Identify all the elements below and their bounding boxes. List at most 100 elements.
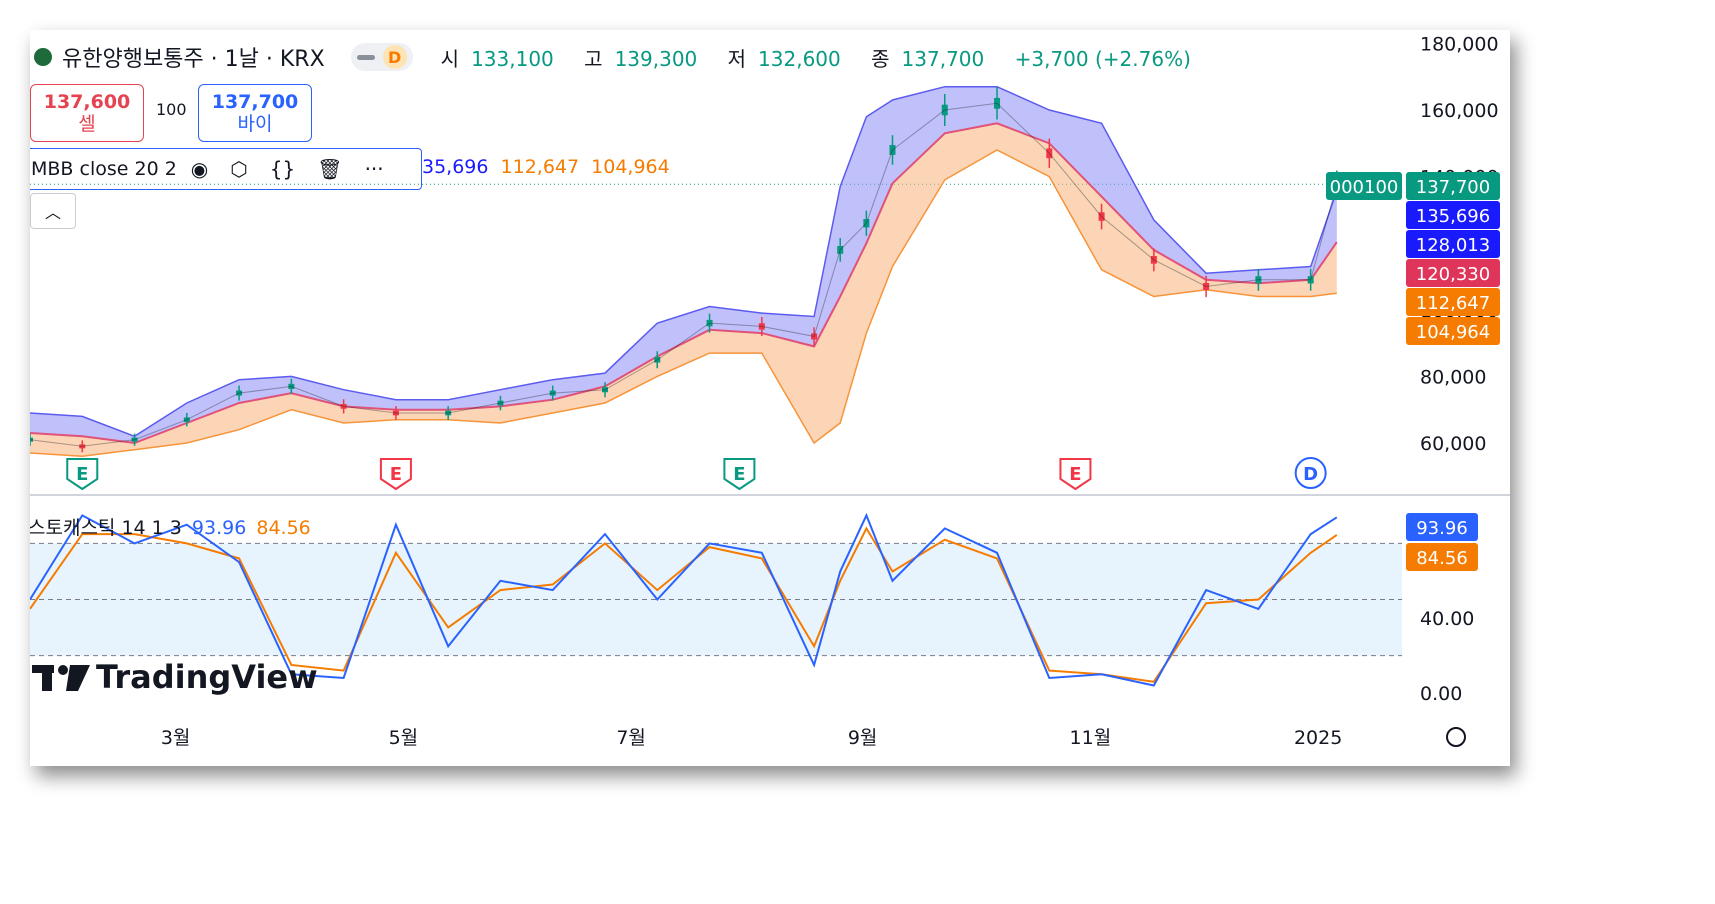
close-value: 137,700 — [901, 46, 985, 71]
price-candle-body — [1150, 256, 1157, 264]
open-value: 133,100 — [471, 46, 554, 71]
high-value: 139,300 — [614, 46, 698, 71]
data-status-pill[interactable]: D — [350, 43, 413, 71]
lower-band-line — [30, 149, 1337, 458]
company-logo-icon — [34, 48, 52, 66]
change-value: +3,700 (+2.76%) — [1014, 46, 1191, 71]
stochastic-tag: 84.56 — [1416, 548, 1468, 569]
time-axis-label: 7월 — [616, 727, 646, 749]
price-candle-body — [236, 390, 243, 396]
event-marker-label: E — [390, 464, 402, 485]
chart-card: 180,000160,000140,000120,000100,00080,00… — [30, 30, 1510, 766]
price-candle-body — [1255, 276, 1262, 284]
time-axis-label: 9월 — [848, 727, 878, 749]
event-marker-label: D — [1303, 464, 1318, 485]
price-axis-tag-bg — [1406, 172, 1500, 200]
price-candle-body — [497, 400, 504, 406]
price-candle-body — [837, 245, 844, 254]
open-label: 시 — [440, 46, 460, 71]
stochastic-d-line — [30, 526, 1338, 683]
ohlc-readout: 시 133,100 고 139,300 저 132,600 종 137,700 +3,7… — [441, 43, 1203, 72]
tradingview-wordmark: TradingView — [96, 658, 318, 696]
price-candle-body — [1307, 276, 1314, 284]
event-marker-label: E — [76, 464, 88, 485]
price-axis-tag: 120,330 — [1416, 264, 1490, 285]
price-candle-body — [131, 437, 138, 442]
indicator-value-lower2: 104,964 — [591, 156, 670, 178]
sell-label: 셀 — [78, 113, 96, 135]
market-status-icon — [356, 54, 375, 60]
stochastic-tag-bg — [1406, 543, 1478, 571]
price-axis-tag: 135,696 — [1416, 206, 1490, 227]
earnings-event-marker — [723, 458, 756, 491]
price-candle-body — [758, 323, 765, 330]
indicator-value-upper: 35,696 — [422, 156, 489, 178]
time-axis-label: 2025 — [1294, 727, 1342, 749]
chart-canvas[interactable]: 180,000160,000140,000120,000100,00080,00… — [30, 30, 1510, 766]
price-axis-tag-bg — [1406, 317, 1500, 345]
stochastic-k-line — [30, 512, 1338, 687]
price-candle-body — [706, 319, 713, 327]
low-value: 132,600 — [758, 46, 841, 71]
price-axis-tag: 137,700 — [1416, 177, 1490, 198]
event-marker-label: E — [1069, 464, 1081, 485]
eye-icon[interactable]: ◉ — [190, 157, 209, 181]
stochastic-d-value: 84.56 — [256, 517, 311, 539]
earnings-event-marker — [1059, 458, 1092, 491]
price-axis-tag-bg — [1326, 172, 1402, 200]
close-line — [30, 102, 1338, 447]
settings-icon[interactable]: ⬡ — [230, 157, 248, 181]
price-axis-tag: 000100 — [1330, 177, 1399, 198]
price-candle-body — [445, 410, 452, 416]
stochastic-tag-bg — [1406, 513, 1478, 541]
price-axis-tag: 112,647 — [1416, 293, 1490, 314]
sell-button[interactable]: 137,600 셀 — [30, 84, 144, 142]
dividend-event-marker — [1294, 457, 1327, 489]
price-axis-tick: 160,000 — [1420, 100, 1499, 122]
chevron-up-icon: ︿ — [44, 203, 61, 222]
delayed-data-badge: D — [382, 45, 407, 69]
source-code-icon[interactable]: {} — [269, 157, 296, 181]
price-candle-body — [183, 417, 190, 422]
price-candle-body — [994, 97, 1001, 109]
price-candle-body — [288, 383, 295, 389]
price-candle-body — [340, 404, 347, 409]
time-axis-label: 5월 — [389, 727, 419, 749]
symbol-header: 유한양행보통주 · 1날 · KRX D 시 133,100 고 139,300 저… — [34, 40, 1203, 74]
more-icon[interactable]: ··· — [364, 157, 384, 181]
buy-button[interactable]: 137,700 바이 — [198, 84, 312, 142]
price-axis-tag: 128,013 — [1416, 235, 1490, 256]
stochastic-tag: 93.96 — [1416, 518, 1468, 539]
price-candle-body — [392, 410, 399, 416]
price-axis-tag-bg — [1406, 259, 1500, 287]
price-candle-body — [941, 104, 948, 116]
earnings-event-marker — [66, 458, 99, 491]
upper-band-line — [30, 85, 1338, 438]
price-candle-body — [1203, 282, 1210, 291]
stochastic-legend[interactable]: 스토캐스틱 14 1 3 93.96 84.56 — [30, 513, 311, 540]
price-axis-tick: 80,000 — [1420, 366, 1486, 388]
price-axis-tag-bg — [1406, 288, 1500, 316]
price-axis-tag: 104,964 — [1416, 322, 1490, 343]
tradingview-watermark: TradingView — [32, 658, 318, 696]
symbol-title[interactable]: 유한양행보통주 · 1날 · KRX — [62, 47, 325, 72]
stochastic-axis-tick: 0.00 — [1420, 683, 1462, 705]
price-candle-body — [79, 444, 86, 449]
price-candle-body — [549, 390, 556, 396]
price-candle-body — [811, 333, 818, 340]
sell-price: 137,600 — [43, 91, 131, 113]
low-label: 저 — [727, 46, 747, 71]
axis-settings-icon[interactable] — [1446, 727, 1466, 747]
trash-icon[interactable]: 🗑 — [317, 157, 343, 181]
event-marker-label: E — [733, 464, 745, 485]
price-candle-body — [654, 356, 661, 363]
high-label: 고 — [584, 46, 603, 71]
order-quantity[interactable]: 100 — [156, 100, 187, 119]
indicator-legend[interactable]: MBB close 20 2 ◉ ⬡ {} 🗑 ··· — [30, 148, 422, 190]
collapse-legend-button[interactable]: ︿ — [30, 193, 76, 229]
price-candle-body — [1098, 212, 1105, 221]
indicator-name: MBB close 20 2 — [31, 158, 177, 180]
time-axis-label: 3월 — [161, 727, 191, 749]
price-candle-body — [889, 145, 896, 155]
buy-label: 바이 — [237, 113, 273, 135]
